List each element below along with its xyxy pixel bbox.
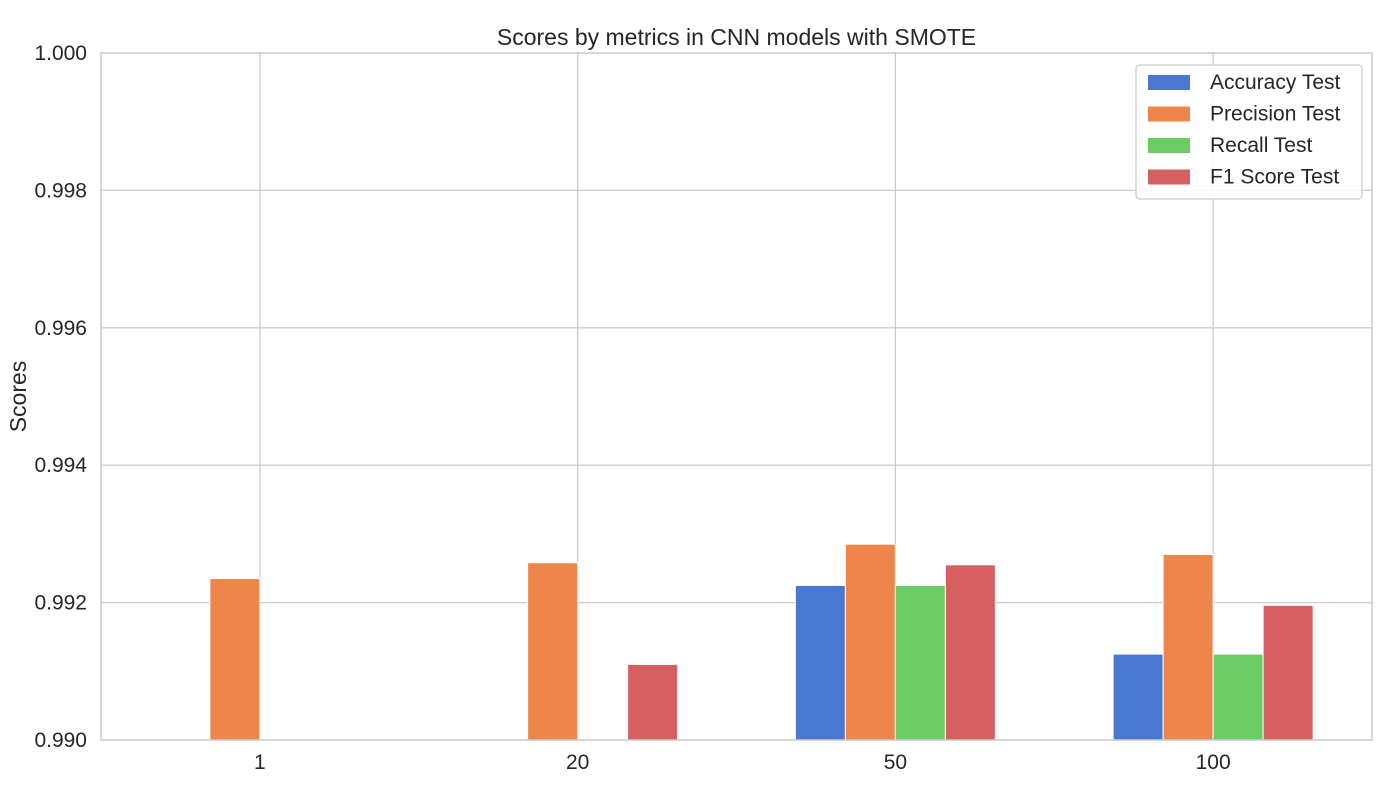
y-tick-label: 0.996 [34, 317, 87, 340]
y-tick-label: 0.994 [34, 454, 87, 477]
legend-swatch [1148, 138, 1190, 153]
bar-f1-score-test-100 [1262, 604, 1314, 741]
bars [209, 543, 1314, 741]
y-tick-label: 0.998 [34, 179, 87, 202]
x-tick-label: 100 [1196, 751, 1231, 774]
bar-accuracy-test-50 [794, 584, 846, 741]
plot-frame [100, 52, 1373, 741]
x-tick-label: 1 [254, 751, 266, 774]
bar-precision-test-50 [844, 543, 896, 741]
bar-precision-test-100 [1162, 554, 1214, 741]
x-tick-label: 50 [884, 751, 907, 774]
bar-f1-score-test-20 [627, 663, 679, 741]
bar-recall-test-100 [1212, 653, 1264, 741]
bar-f1-score-test-50 [944, 564, 996, 741]
legend-swatch [1148, 169, 1190, 185]
bar-recall-test-50 [894, 584, 946, 741]
x-tick-label: 20 [566, 751, 589, 774]
bar-accuracy-test-100 [1112, 653, 1164, 741]
bar-precision-test-1 [209, 578, 261, 741]
legend: Accuracy Test Precision Test Recall Test F1… [1135, 64, 1363, 200]
legend-box [1135, 64, 1363, 200]
chart-title: Scores by metrics in CNN models with SMO… [497, 24, 976, 50]
legend-label: Accuracy Test [1210, 71, 1340, 94]
y-tick-label: 1.000 [34, 42, 87, 65]
legend-label: F1 Score Test [1210, 166, 1339, 189]
y-tick-label: 0.992 [34, 592, 87, 615]
y-axis-title: Scores [5, 361, 31, 433]
legend-label: Precision Test [1210, 103, 1341, 126]
legend-label: Recall Test [1210, 134, 1312, 157]
x-tick-labels: 1 20 50 100 [254, 751, 1231, 774]
legend-swatch [1148, 75, 1190, 90]
legend-swatch [1148, 106, 1190, 122]
y-tick-label: 0.990 [34, 729, 87, 752]
bar-precision-test-20 [527, 562, 579, 741]
y-tick-labels: 0.990 0.992 0.994 0.996 0.998 1.000 [34, 42, 87, 752]
